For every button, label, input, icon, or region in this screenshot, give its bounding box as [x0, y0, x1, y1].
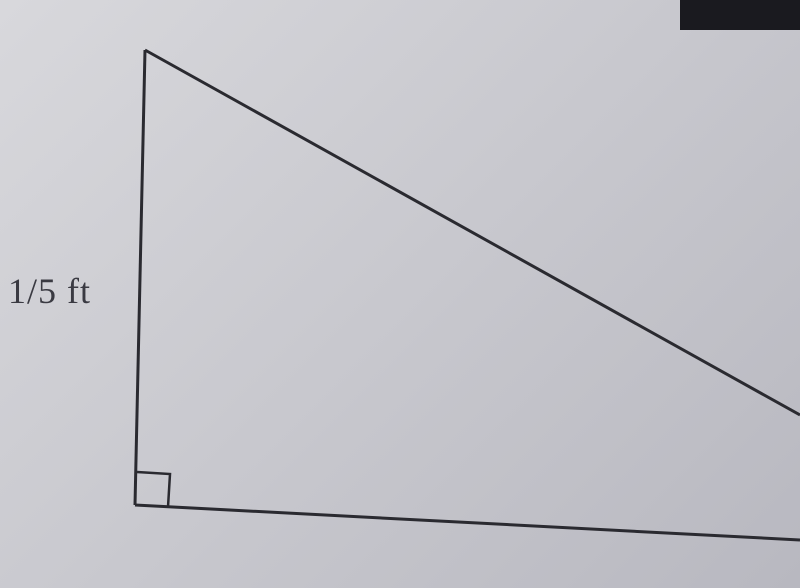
triangle-vertical-side — [135, 50, 145, 505]
triangle-svg — [0, 0, 800, 588]
triangle-bottom-side — [135, 505, 800, 540]
height-label: 1/5 ft — [8, 270, 91, 312]
right-angle-marker — [137, 472, 170, 507]
triangle-hypotenuse — [145, 50, 800, 415]
triangle-diagram: 1/5 ft — [0, 0, 800, 588]
